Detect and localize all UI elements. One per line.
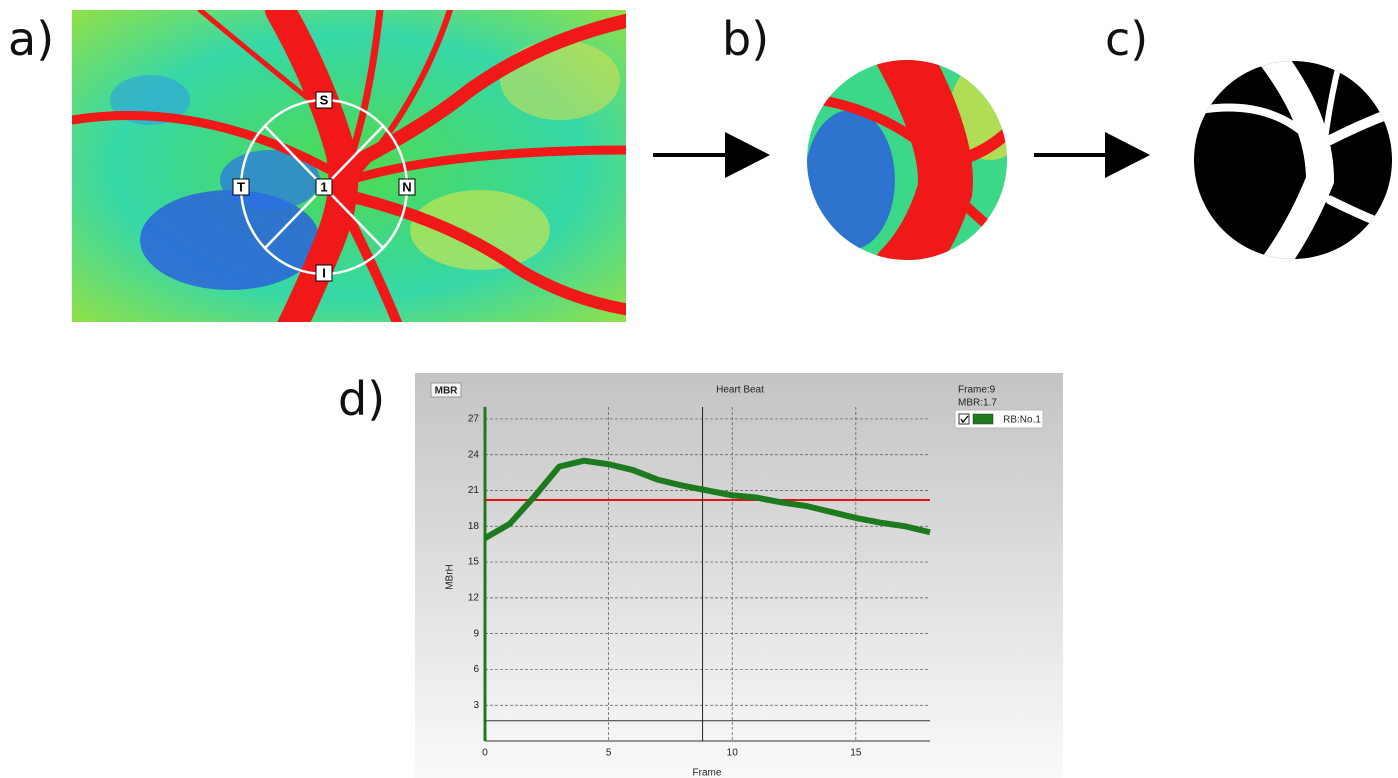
panel-label: c) <box>1105 12 1148 66</box>
sector-label: S <box>320 92 329 107</box>
panel-label: a) <box>8 12 54 66</box>
x-tick-label: 10 <box>727 748 739 759</box>
y-tick-label: 9 <box>473 628 479 639</box>
legend-swatch <box>973 414 993 424</box>
panel-label: d) <box>338 372 385 426</box>
sector-label: N <box>402 179 411 194</box>
corner-label: MBR <box>435 386 459 397</box>
figure: a) b) c) d) S <box>0 0 1398 778</box>
y-axis-label: MBrH <box>445 564 456 590</box>
cropped-flow-map <box>805 50 1030 270</box>
y-tick-label: 18 <box>468 521 480 532</box>
annotation: MBR:1.7 <box>958 398 997 409</box>
x-axis-label: Frame <box>693 768 722 778</box>
flow-map: S T N I 1 <box>72 10 630 330</box>
x-tick-label: 5 <box>606 748 612 759</box>
chart-title: Heart Beat <box>716 385 764 396</box>
panel-label: b) <box>722 12 769 66</box>
y-tick-label: 3 <box>473 700 479 711</box>
y-tick-label: 21 <box>468 485 480 496</box>
y-tick-label: 15 <box>468 557 480 568</box>
sector-label: I <box>322 265 326 280</box>
y-tick-label: 12 <box>468 592 480 603</box>
sector-label: T <box>237 179 245 194</box>
y-tick-label: 27 <box>468 414 480 425</box>
y-tick-label: 6 <box>473 664 479 675</box>
annotation: Frame:9 <box>958 385 996 396</box>
binary-mask <box>1190 55 1398 270</box>
chart: MBR Heart Beat Frame:9 MBR:1.7 RB:No.1 F… <box>415 373 1063 778</box>
y-tick-label: 24 <box>468 449 480 460</box>
sector-label: 1 <box>320 179 327 194</box>
legend-label: RB:No.1 <box>1003 415 1041 426</box>
x-tick-label: 0 <box>482 748 488 759</box>
x-tick-label: 15 <box>850 748 862 759</box>
